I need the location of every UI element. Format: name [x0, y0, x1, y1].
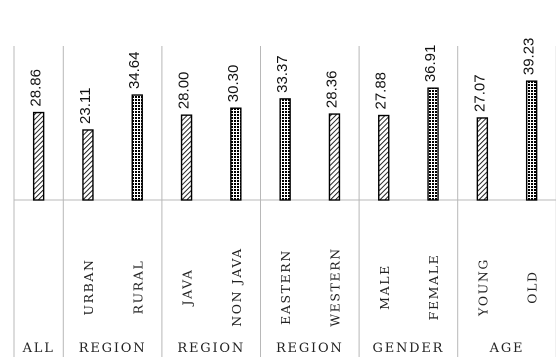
data-label: 33.37 [274, 55, 291, 93]
axes [13, 46, 556, 357]
bar [82, 129, 94, 201]
group-label: ALL [22, 341, 55, 356]
bar [427, 87, 439, 201]
category-label: NON JAVA [229, 247, 244, 327]
data-label: 27.07 [471, 74, 488, 112]
bar [378, 114, 390, 201]
data-label: 34.64 [126, 51, 143, 89]
bar [279, 98, 291, 201]
bar [525, 80, 538, 201]
category-labels: URBAN RURAL JAVA NON JAVA EASTERN WESTERN MALE… [81, 247, 540, 327]
bar [180, 114, 193, 201]
category-label: MALE [377, 264, 392, 310]
data-label: 28.36 [323, 71, 340, 109]
group-label: REGION [177, 341, 245, 356]
bar [476, 117, 489, 201]
data-label: 36.91 [422, 45, 439, 83]
bars [32, 80, 538, 201]
category-label: EASTERN [278, 249, 293, 325]
group-labels: ALL REGION REGION REGION GENDER AGE [22, 341, 525, 356]
category-label: OLD [525, 270, 540, 303]
group-label: REGION [79, 341, 147, 356]
data-label: 28.00 [176, 72, 193, 110]
group-label: GENDER [373, 341, 445, 356]
category-label: RURAL [130, 260, 145, 315]
data-label: 30.30 [225, 65, 242, 103]
category-label: URBAN [81, 258, 96, 315]
data-label: 28.86 [28, 69, 45, 107]
category-label: WESTERN [327, 247, 342, 327]
bar [32, 111, 45, 201]
group-label: AGE [489, 341, 525, 356]
bar [230, 107, 242, 201]
value-labels: 28.86 23.11 34.64 28.00 30.30 33.37 28.36 27.88… [28, 38, 538, 124]
group-label: REGION [276, 341, 344, 356]
category-label: JAVA [180, 268, 195, 307]
bar [131, 94, 143, 201]
category-label: FEMALE [426, 254, 441, 321]
data-label: 27.88 [373, 72, 390, 110]
data-label: 39.23 [521, 38, 538, 76]
data-label: 23.11 [77, 88, 94, 124]
bar [328, 113, 341, 201]
category-label: YOUNG [475, 258, 490, 317]
